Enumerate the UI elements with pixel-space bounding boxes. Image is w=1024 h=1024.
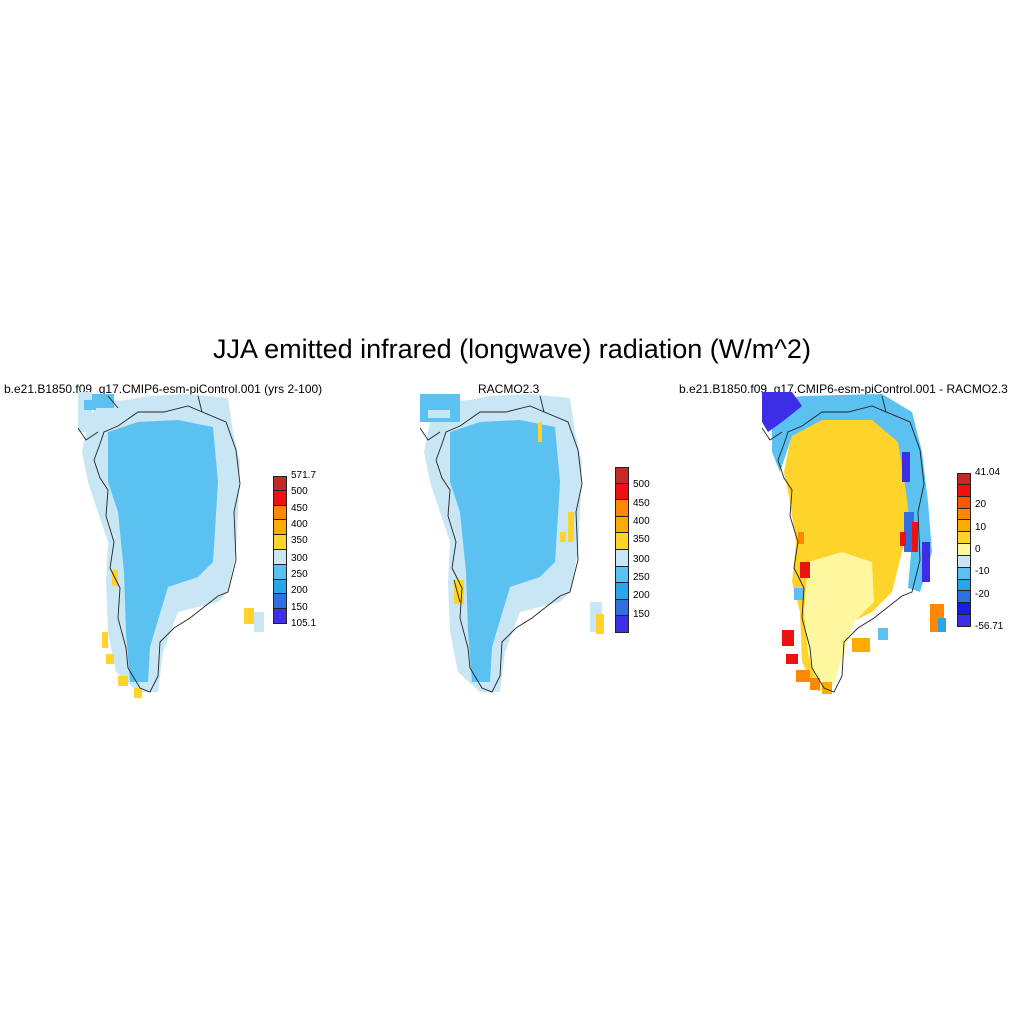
colorbar-swatch xyxy=(957,496,971,509)
panel-title-racmo: RACMO2.3 xyxy=(478,382,540,396)
colorbar-label: 350 xyxy=(633,534,650,546)
colorbar-swatch xyxy=(615,483,629,501)
colorbar-swatch xyxy=(957,615,971,627)
coastline xyxy=(78,395,241,693)
colorbar-label: 150 xyxy=(291,601,308,613)
colorbar-swatch xyxy=(615,533,629,550)
colorbar-swatch xyxy=(615,566,629,584)
colorbar-label: 10 xyxy=(975,522,987,534)
colorbar-swatch xyxy=(615,500,629,517)
colorbar-swatch xyxy=(273,594,287,610)
colorbar-label: 500 xyxy=(291,486,308,498)
colorbar-swatch xyxy=(957,473,971,485)
colorbar-label: 200 xyxy=(633,590,650,602)
colorbar-swatch xyxy=(957,520,971,533)
map-racmo-cells xyxy=(420,394,604,692)
colorbar-swatch xyxy=(273,476,287,491)
colorbar-swatch xyxy=(615,616,629,633)
map-model xyxy=(78,392,264,698)
colorbar-label: 450 xyxy=(633,497,650,509)
colorbar-label: 400 xyxy=(633,515,650,527)
map-difference-cells xyxy=(762,392,946,694)
colorbar-model: 571.7 500 450 400 350 300 250 200 150 105.1 xyxy=(273,471,333,629)
colorbar-swatch xyxy=(957,579,971,592)
colorbar-swatch xyxy=(615,467,629,484)
colorbar-label: 150 xyxy=(633,608,650,620)
colorbar-swatch xyxy=(273,535,287,550)
colorbar-label: 450 xyxy=(291,502,308,514)
colorbar-label: 0 xyxy=(975,544,981,555)
colorbar-label: -10 xyxy=(975,565,990,577)
map-difference xyxy=(762,392,946,694)
colorbar-label: 105.1 xyxy=(291,618,317,629)
colorbar-label: 350 xyxy=(291,535,308,547)
colorbar-label: 200 xyxy=(291,585,308,597)
colorbar-swatch xyxy=(957,567,971,580)
colorbar-swatch xyxy=(273,609,287,624)
colorbar-swatch xyxy=(957,555,971,568)
panel-title-difference: b.e21.B1850.f09_g17.CMIP6-esm-piControl.… xyxy=(679,382,1008,396)
colorbar-label: -20 xyxy=(975,588,990,600)
colorbar-label: 300 xyxy=(633,553,650,565)
colorbar-difference: 41.04 20 10 0 -10 -20 -56.71 xyxy=(957,468,1017,632)
colorbar-label: 500 xyxy=(633,479,650,491)
colorbar-swatch xyxy=(957,508,971,521)
colorbar-swatch xyxy=(957,484,971,497)
colorbar-label: 20 xyxy=(975,499,987,511)
colorbar-swatch xyxy=(273,579,287,595)
colorbar-swatch xyxy=(957,603,971,616)
colorbar-label: 571.7 xyxy=(291,470,317,481)
colorbar-swatch xyxy=(957,532,971,545)
coastline xyxy=(420,395,583,693)
colorbar-label: 250 xyxy=(291,569,308,581)
colorbar-swatch xyxy=(273,505,287,521)
colorbar-swatch xyxy=(273,490,287,506)
colorbar-swatch xyxy=(957,591,971,604)
colorbar-swatch xyxy=(273,564,287,580)
colorbar-swatch xyxy=(273,520,287,536)
main-title: JJA emitted infrared (longwave) radiatio… xyxy=(213,334,811,364)
colorbar-label: 300 xyxy=(291,552,308,564)
colorbar-swatch xyxy=(615,583,629,600)
colorbar-swatch xyxy=(273,550,287,565)
map-racmo xyxy=(420,394,604,693)
colorbar-swatch xyxy=(615,599,629,617)
colorbar-swatch xyxy=(615,550,629,567)
colorbar-label: -56.71 xyxy=(975,621,1004,632)
map-model-cells xyxy=(78,392,264,698)
colorbar-label: 250 xyxy=(633,572,650,584)
colorbar-racmo: 500 450 400 350 300 250 200 150 xyxy=(615,467,675,633)
colorbar-swatch xyxy=(957,544,971,556)
colorbar-swatch xyxy=(615,516,629,534)
coastline xyxy=(762,395,925,693)
colorbar-label: 400 xyxy=(291,518,308,530)
colorbar-label: 41.04 xyxy=(975,467,1001,478)
